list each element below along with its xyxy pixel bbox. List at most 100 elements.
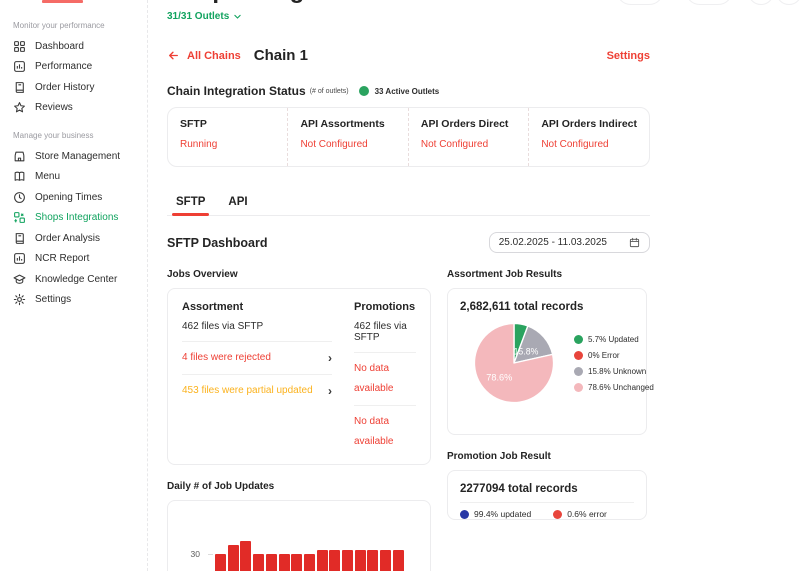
- outlets-selector[interactable]: 31/31 Outlets: [167, 11, 242, 22]
- sidebar-item-dashboard[interactable]: Dashboard: [0, 36, 147, 57]
- sidebar-item-menu[interactable]: Menu: [0, 167, 147, 188]
- no-data-label: No data available: [354, 363, 394, 394]
- chain-header-row: All Chains Chain 1 Settings: [167, 47, 650, 64]
- toolbar-button-cutoff[interactable]: [616, 0, 664, 5]
- arrow-left-icon: [167, 49, 180, 62]
- daily-updates-bar: [265, 554, 277, 571]
- report-chart-icon: [13, 252, 26, 265]
- calendar-icon: [629, 237, 640, 248]
- legend-item-error: 0% Error: [574, 351, 654, 360]
- assortment-col-title: Assortment: [182, 301, 244, 313]
- toolbar-icon-button-cutoff[interactable]: [748, 0, 774, 5]
- daily-updates-bar: [227, 545, 239, 571]
- divider: [460, 502, 634, 503]
- promotion-total-records: 2277094 total records: [460, 483, 578, 495]
- chevron-right-icon: ›: [328, 384, 332, 398]
- dashboard-grid: Jobs Overview Assortment 462 files via S…: [167, 269, 654, 571]
- daily-updates-bar: [240, 540, 252, 571]
- sidebar-item-order-history[interactable]: Order History: [0, 77, 147, 98]
- menu-book-icon: [13, 170, 26, 183]
- legend-label: 99.4% updated: [474, 509, 532, 519]
- main-content: Shops Integrations 31/31 Outlets All Cha…: [148, 0, 800, 571]
- status-name: API Orders Indirect: [541, 118, 638, 130]
- sidebar: Monitor your performance Dashboard Perfo…: [0, 0, 148, 571]
- assortment-results-card: 2,682,611 total records 15.8% 78.6%: [447, 288, 654, 435]
- date-range-picker[interactable]: 25.02.2025 - 11.03.2025: [488, 232, 650, 253]
- sidebar-item-knowledge-center[interactable]: Knowledge Center: [0, 269, 147, 290]
- daily-updates-bar: [253, 554, 265, 571]
- legend-item-updated: 99.4% updated: [460, 509, 531, 519]
- legend-label: 0.6% error: [567, 509, 607, 519]
- legend-item-error: 0.6% error: [553, 509, 607, 519]
- pie-slice-unchanged: [473, 322, 555, 404]
- sidebar-item-performance[interactable]: Performance: [0, 57, 147, 78]
- daily-updates-bar: [342, 549, 353, 571]
- daily-updates-bar: [367, 549, 379, 571]
- graduation-cap-icon: [13, 273, 26, 286]
- active-status-dot: [358, 86, 369, 96]
- chevron-down-icon: [233, 12, 242, 21]
- active-outlets-label: 33 Active Outlets: [374, 86, 440, 96]
- daily-updates-bar: [215, 554, 226, 571]
- legend-dot: [460, 509, 469, 519]
- pie-label-unknown: 15.8%: [514, 347, 539, 357]
- sidebar-item-store-management[interactable]: Store Management: [0, 146, 147, 167]
- sidebar-item-ncr-report[interactable]: NCR Report: [0, 249, 147, 270]
- jobs-promotions-col: Promotions 462 files via SFTP No data av…: [354, 301, 416, 458]
- tab-api[interactable]: API: [228, 196, 248, 208]
- chain-settings-link[interactable]: Settings: [606, 49, 650, 62]
- jobs-overview-title: Jobs Overview: [167, 269, 238, 280]
- promotion-result-card: 2277094 total records 99.4% updated 0.6%…: [447, 470, 647, 520]
- assortment-total-records: 2,682,611 total records: [460, 301, 584, 313]
- no-data-label: No data available: [354, 416, 394, 447]
- legend-label: 5.7% Updated: [588, 335, 639, 344]
- status-col-api-orders-direct: API Orders Direct Not Configured: [409, 108, 530, 166]
- toolbar-button-cutoff[interactable]: [685, 0, 733, 5]
- page-title-clip: Shops Integrations: [167, 0, 487, 6]
- partial-updated-files-row[interactable]: 453 files were partial updated ›: [182, 375, 332, 407]
- sftp-dashboard-header: SFTP Dashboard 25.02.2025 - 11.03.2025: [167, 232, 650, 253]
- clock-icon: [13, 191, 26, 204]
- brand-logo: [42, 0, 83, 3]
- promotion-result-title: Promotion Job Result: [447, 451, 551, 462]
- status-name: SFTP: [180, 118, 207, 130]
- sidebar-item-label: Store Management: [35, 150, 121, 162]
- back-to-all-chains-link[interactable]: All Chains: [167, 49, 241, 62]
- sidebar-item-label: Order Analysis: [35, 232, 101, 244]
- storefront-icon: [13, 150, 26, 163]
- sidebar-item-opening-times[interactable]: Opening Times: [0, 187, 147, 208]
- daily-updates-bar: [316, 549, 328, 571]
- legend-item-updated: 5.7% Updated: [574, 335, 654, 344]
- integration-status-title: Chain Integration Status: [167, 84, 306, 98]
- partial-updated-label: 453 files were partial updated: [182, 385, 313, 396]
- sidebar-item-order-analysis[interactable]: Order Analysis: [0, 228, 147, 249]
- pie-legend: 5.7% Updated 0% Error 15.8% Unknown: [574, 335, 654, 409]
- sidebar-item-label: Reviews: [35, 102, 73, 114]
- gear-icon: [13, 293, 26, 306]
- sidebar-section-label: Manage your business: [13, 131, 94, 140]
- sidebar-item-label: NCR Report: [35, 253, 90, 265]
- daily-updates-bar: [329, 549, 341, 571]
- legend-dot: [574, 351, 583, 360]
- rejected-files-row[interactable]: 4 files were rejected ›: [182, 342, 332, 375]
- pie-chart-area: 15.8% 78.6% 5.7% Updated 0% Error: [460, 317, 654, 409]
- tab-sftp[interactable]: SFTP: [171, 196, 210, 216]
- chevron-right-icon: ›: [328, 351, 332, 365]
- rejected-files-label: 4 files were rejected: [182, 352, 271, 363]
- toolbar-icon-button-cutoff[interactable]: [776, 0, 800, 5]
- sidebar-item-label: Shops Integrations: [35, 212, 119, 224]
- promotions-no-data-row: No data available: [354, 406, 416, 458]
- assortment-results-title: Assortment Job Results: [447, 269, 563, 280]
- sidebar-item-label: Knowledge Center: [35, 273, 118, 285]
- book-icon: [13, 81, 26, 94]
- daily-updates-chart-card: 3025201510 30323330303030303131313131313…: [167, 500, 431, 571]
- legend-dot: [574, 335, 583, 344]
- sidebar-item-shops-integrations[interactable]: Shops Integrations: [0, 208, 147, 229]
- promotions-no-data-row: No data available: [354, 353, 416, 406]
- sidebar-item-reviews[interactable]: Reviews: [0, 98, 147, 119]
- legend-item-unknown: 15.8% Unknown: [574, 367, 654, 376]
- book-icon: [13, 232, 26, 245]
- daily-updates-bar: [303, 554, 315, 571]
- sidebar-item-settings[interactable]: Settings: [0, 290, 147, 311]
